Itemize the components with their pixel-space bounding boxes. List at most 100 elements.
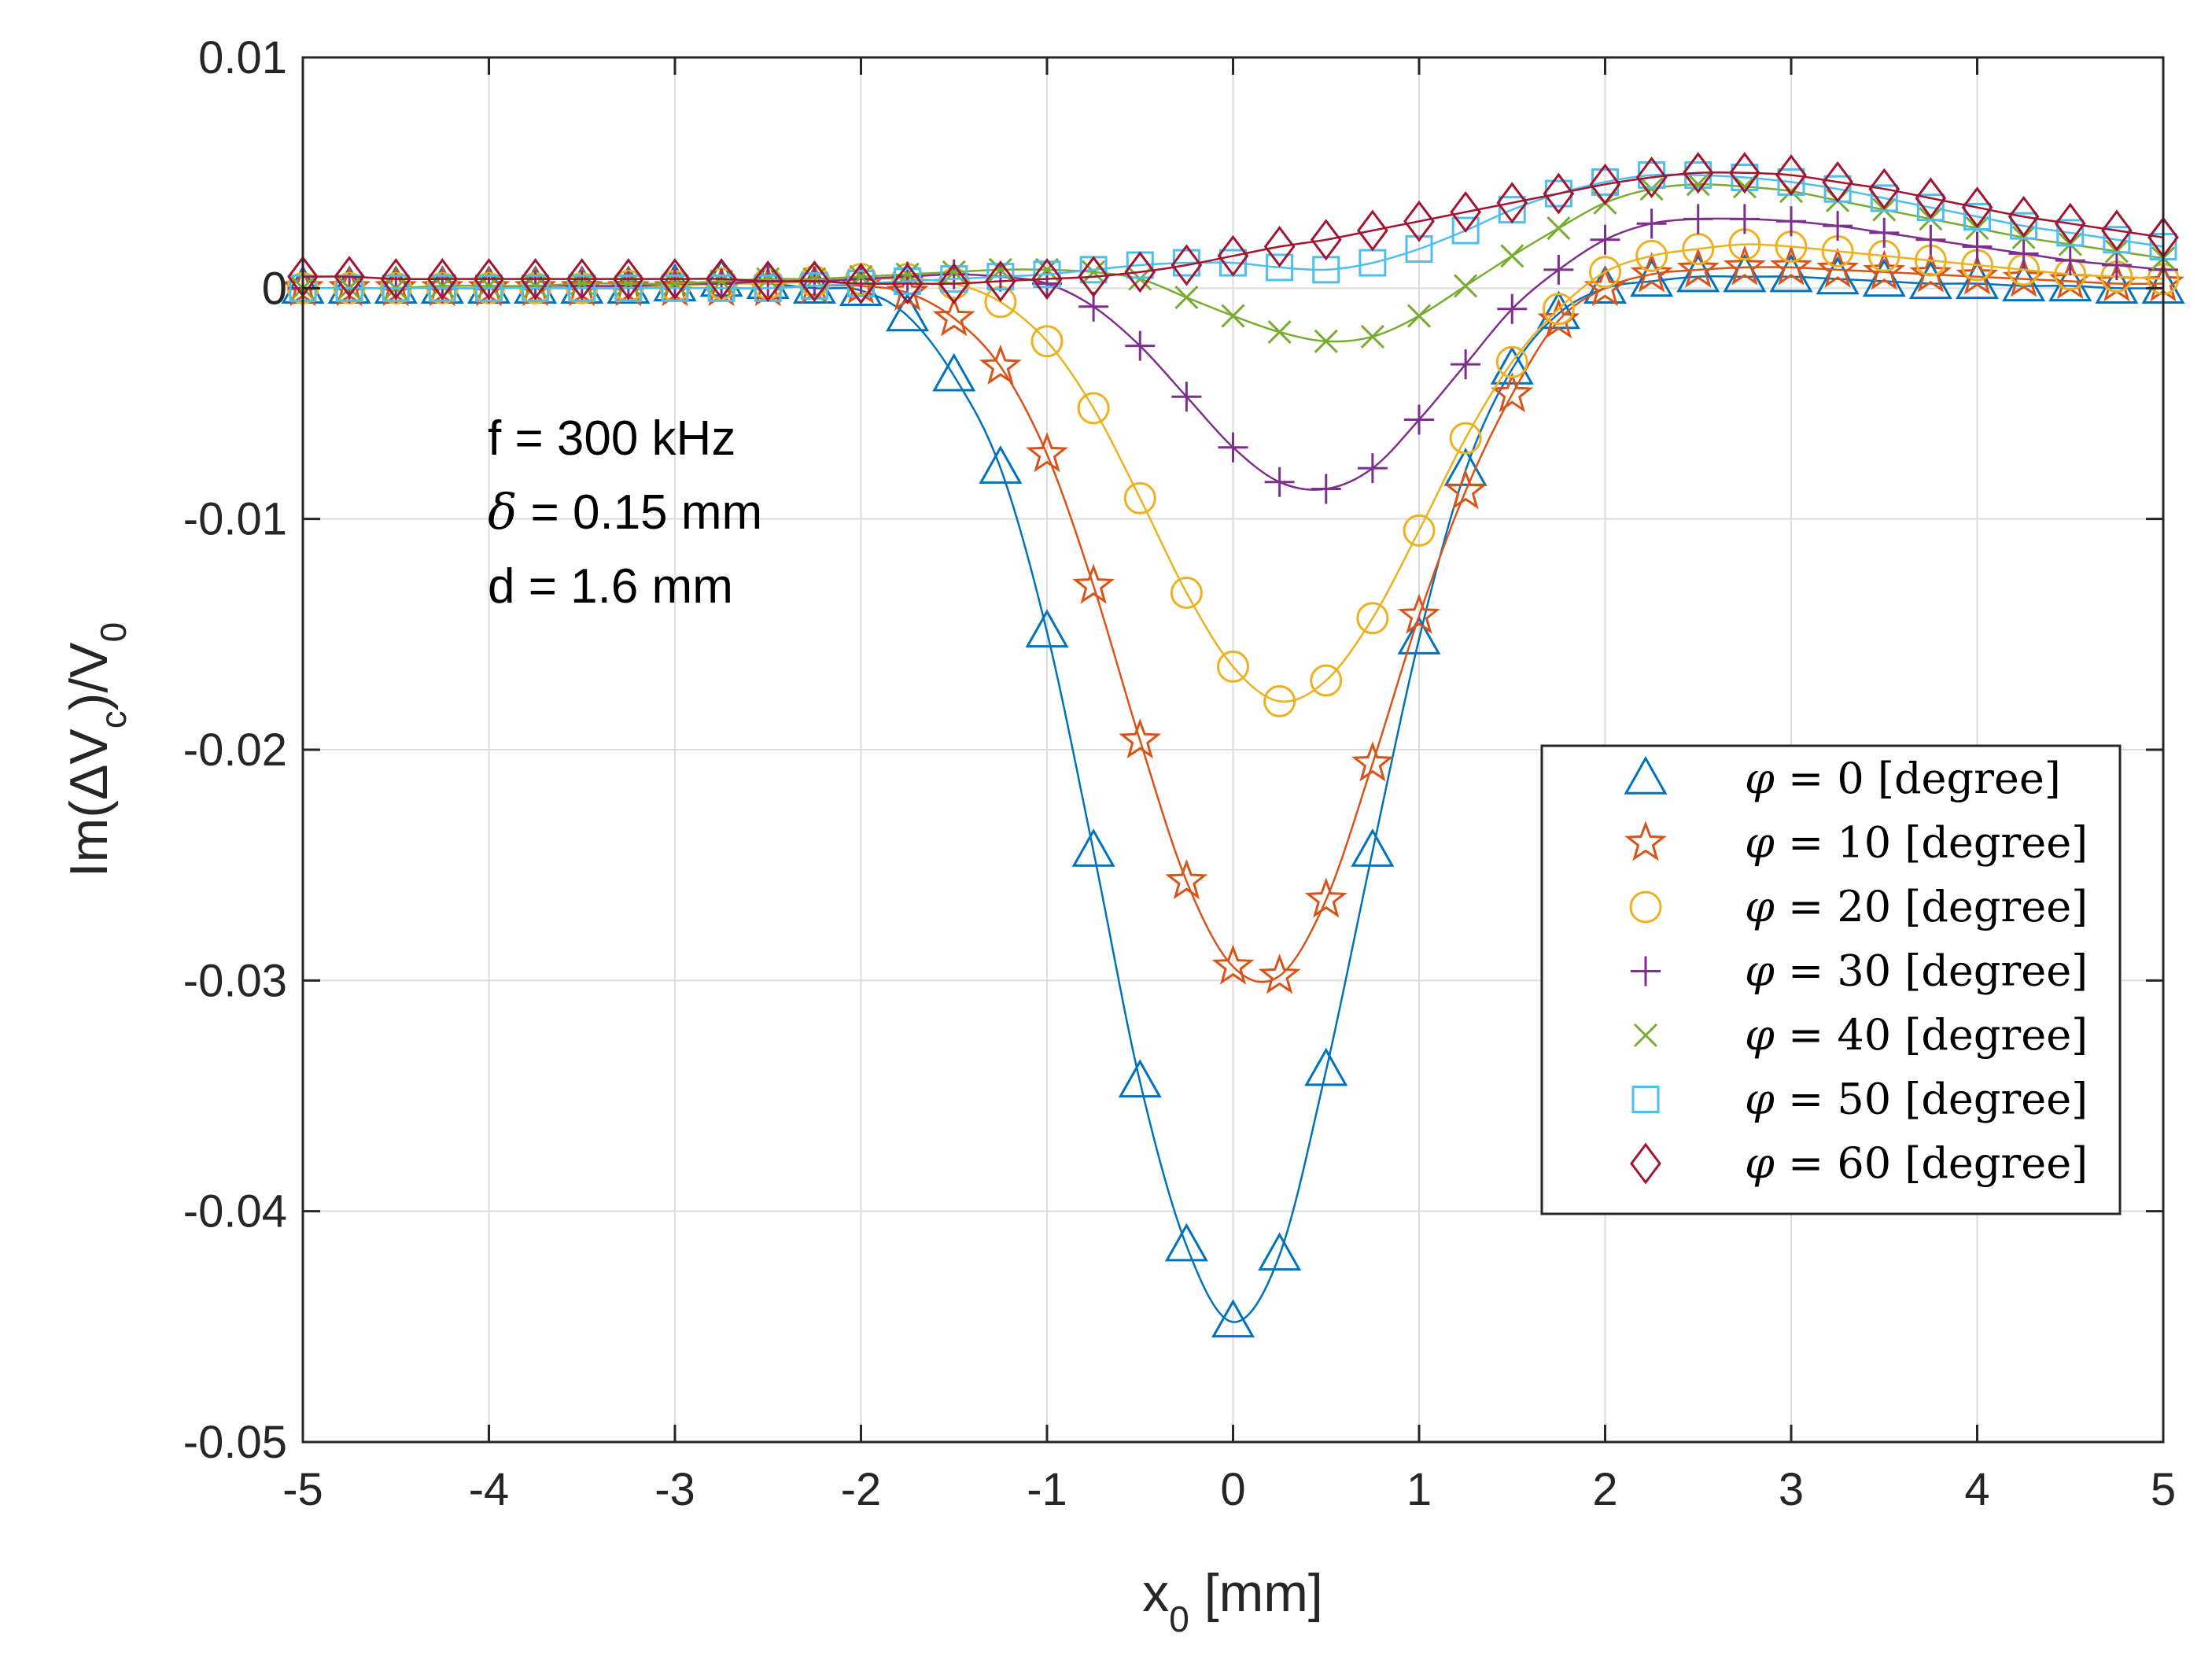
data-point-x	[1406, 304, 1432, 328]
data-point-plus	[1962, 231, 1993, 262]
x-tick-label: 5	[2151, 1464, 2176, 1515]
data-point-diamond	[1868, 168, 1900, 210]
data-point-square	[1916, 194, 1945, 222]
legend-label-symbol: φ	[1745, 946, 1775, 996]
data-point-diamond	[1310, 219, 1342, 261]
data-point-square	[1963, 202, 1991, 231]
data-point-circle	[1449, 422, 1482, 455]
x-axis-title-rest: [mm]	[1189, 1563, 1323, 1623]
legend-entry: φ = 20 [degree]	[1629, 882, 2088, 931]
data-point-square	[335, 274, 363, 302]
data-point-triangle	[932, 352, 976, 392]
legend-marker-star	[1624, 821, 1667, 861]
data-point-x	[1267, 320, 1292, 345]
data-point-square	[2010, 212, 2038, 240]
data-point-square	[2056, 219, 2085, 247]
data-point-diamond	[1217, 234, 1249, 277]
data-point-plus	[1776, 206, 1806, 237]
data-point-circle	[1356, 602, 1389, 635]
annotation-frequency: f = 300 kHz	[488, 411, 735, 466]
data-point-triangle	[886, 293, 930, 332]
x-tick-label: 0	[1220, 1464, 1245, 1515]
data-point-diamond	[1263, 226, 1296, 268]
legend-label: φ = 60 [degree]	[1745, 1138, 2088, 1188]
data-point-triangle	[1676, 253, 1720, 293]
data-point-diamond	[891, 262, 924, 304]
data-point-diamond	[1496, 182, 1528, 224]
legend-entry: φ = 30 [degree]	[1631, 946, 2088, 996]
data-point-diamond	[1682, 152, 1714, 194]
legend-marker-x	[1633, 1023, 1658, 1048]
legend-label: φ = 20 [degree]	[1745, 882, 2088, 931]
legend-marker-circle	[1629, 891, 1662, 924]
data-point-plus	[1357, 453, 1388, 484]
data-point-triangle	[1164, 1223, 1208, 1262]
data-point-triangle	[1955, 260, 2000, 300]
data-point-diamond	[1635, 157, 1668, 199]
data-point-star	[1304, 877, 1347, 918]
data-point-square	[382, 274, 410, 302]
x-tick-label: -1	[1027, 1464, 1067, 1515]
data-point-plus	[2101, 250, 2132, 280]
y-tick-label: -0.05	[183, 1417, 287, 1468]
data-point-circle	[1495, 345, 1528, 378]
tick-labels: -5 -4 -3 -2 -1 0 1 2 3 4 5 -0.05 -0.04 -0.03 -0.02 -0.0…	[183, 32, 2176, 1515]
data-point-triangle	[1397, 616, 1441, 655]
data-point-diamond	[1961, 186, 1993, 229]
data-point-square	[1405, 234, 1433, 263]
data-point-triangle	[1304, 1047, 1348, 1086]
legend-entry: φ = 50 [degree]	[1631, 1075, 2088, 1124]
data-point-diamond	[566, 258, 598, 301]
data-point-diamond	[1915, 177, 1947, 219]
ticks	[301, 56, 2165, 1444]
legend-label: φ = 10 [degree]	[1745, 818, 2088, 868]
legend-label: φ = 40 [degree]	[1745, 1010, 2088, 1060]
y-axis-title-delta: Δ	[59, 765, 119, 800]
data-point-plus	[1683, 204, 1713, 234]
x-tick-label: 4	[1964, 1464, 1989, 1515]
data-point-triangle	[1769, 253, 1813, 293]
data-point-diamond	[985, 260, 1016, 303]
legend-label-symbol: φ	[1745, 1010, 1775, 1060]
legend: φ = 0 [degree]φ = 10 [degree]φ = 20 [deg…	[1540, 744, 2122, 1215]
data-point-diamond	[1589, 163, 1621, 205]
data-point-circle	[1170, 577, 1203, 610]
data-point-diamond	[1543, 172, 1575, 215]
data-point-circle	[1263, 684, 1296, 717]
legend-marker-plus	[1631, 956, 1661, 987]
data-point-square	[1870, 184, 1898, 212]
y-axis-title-p1: Im(	[59, 800, 119, 878]
data-point-diamond	[426, 258, 459, 301]
x-axis-title: x0 [mm]	[1142, 1563, 1323, 1639]
data-point-circle	[1542, 293, 1575, 326]
data-point-star	[1351, 741, 1394, 782]
data-point-circle	[1635, 239, 1668, 272]
data-point-triangle	[1630, 258, 1674, 297]
data-point-triangle	[1071, 828, 1115, 867]
data-point-star	[1816, 247, 1860, 288]
data-point-square	[1544, 179, 1572, 208]
data-point-circle	[1030, 325, 1064, 358]
x-tick-label: -2	[841, 1464, 882, 1515]
data-point-circle	[1123, 481, 1156, 514]
data-point-diamond	[1450, 191, 1482, 234]
x-axis-title-sub: 0	[1169, 1599, 1189, 1639]
data-point-x	[1500, 244, 1524, 268]
legend-label: φ = 30 [degree]	[1745, 946, 2088, 996]
y-axis-title-sub1: c	[93, 710, 134, 728]
data-point-circle	[1682, 232, 1715, 265]
data-point-diamond	[659, 258, 691, 301]
data-point-triangle	[1025, 609, 1069, 648]
legend-marker-diamond	[1630, 1142, 1661, 1185]
data-point-square	[661, 274, 689, 302]
legend-entry: φ = 60 [degree]	[1630, 1138, 2088, 1188]
data-point-diamond	[798, 260, 831, 303]
x-tick-label: 3	[1779, 1464, 1804, 1515]
data-point-star	[1444, 469, 1488, 510]
data-point-star	[1863, 249, 1906, 290]
data-point-plus	[1264, 467, 1295, 497]
data-point-circle	[1217, 650, 1249, 683]
data-point-x	[1686, 172, 1710, 197]
legend-label-text: = 40 [degree]	[1775, 1010, 2088, 1060]
